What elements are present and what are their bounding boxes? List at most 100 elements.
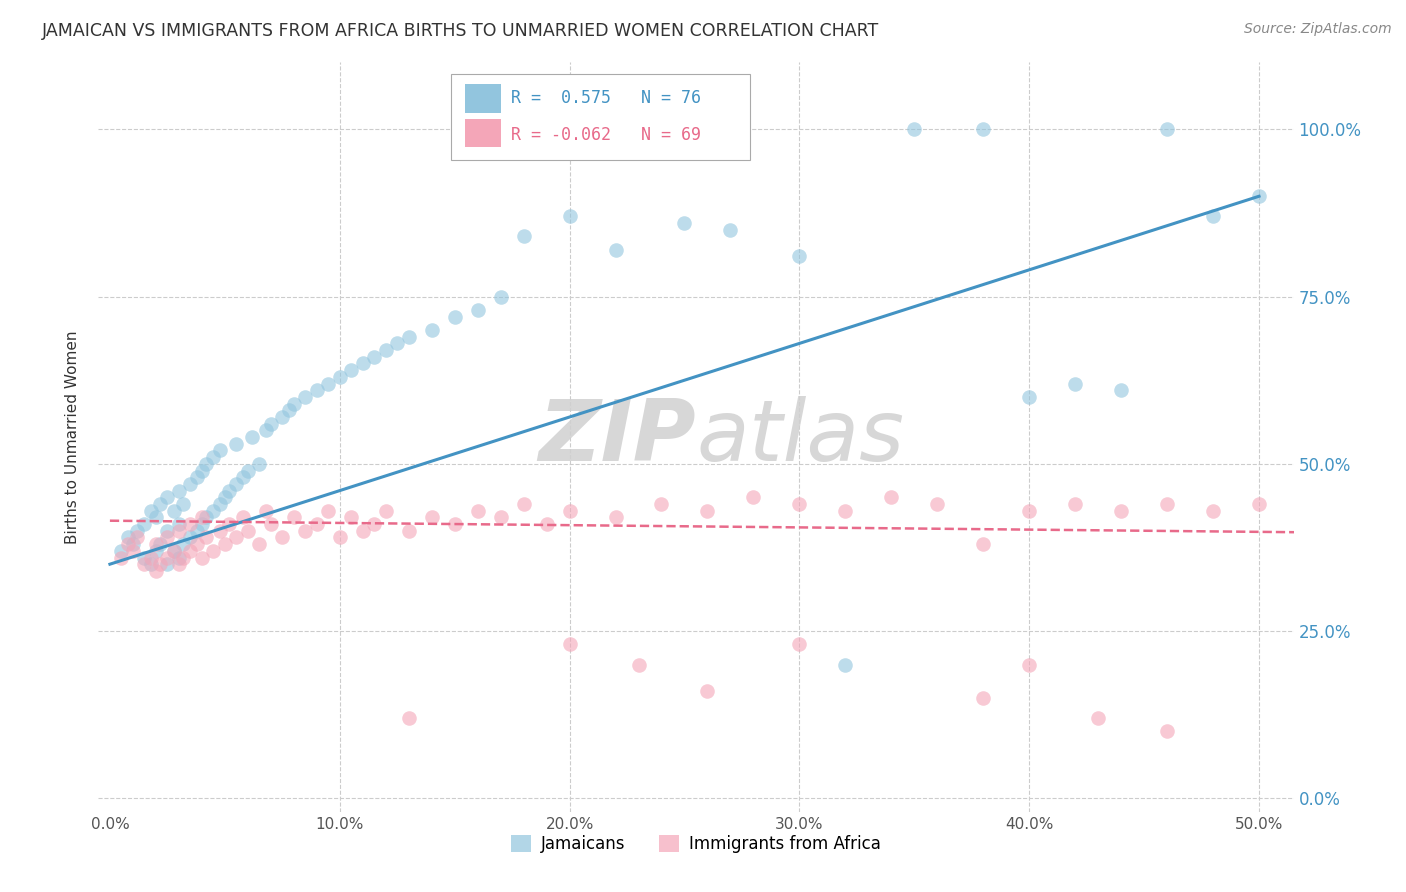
Point (352, 524, 374, 538)
Point (156, 550, 179, 565)
Point (972, 537, 994, 551)
Point (218, 517, 240, 532)
Point (605, 243, 627, 257)
Text: atlas: atlas (696, 395, 904, 479)
Point (260, 417, 283, 431)
Point (167, 557, 190, 572)
Point (420, 323, 443, 337)
Point (1018, 657, 1040, 672)
Point (260, 517, 283, 532)
Point (167, 524, 190, 538)
Point (467, 503, 489, 517)
Point (385, 336, 409, 351)
Text: ZIP: ZIP (538, 395, 696, 479)
Point (117, 537, 139, 551)
Point (1247, 189, 1270, 203)
Text: R = -0.062   N = 69: R = -0.062 N = 69 (510, 126, 700, 145)
Point (696, 684, 718, 698)
Point (179, 530, 201, 544)
Point (271, 410, 294, 425)
Point (191, 550, 214, 565)
Point (558, 637, 581, 651)
Point (202, 544, 225, 558)
Point (191, 510, 214, 524)
Point (605, 510, 627, 524)
FancyBboxPatch shape (451, 74, 749, 160)
Point (202, 503, 225, 517)
Point (110, 550, 132, 565)
Point (209, 524, 232, 538)
Point (305, 517, 328, 532)
Point (225, 530, 247, 544)
Point (214, 491, 236, 505)
Point (789, 250, 811, 264)
Point (149, 557, 172, 572)
FancyBboxPatch shape (465, 119, 501, 147)
Point (283, 510, 305, 524)
Point (1156, 497, 1178, 511)
Point (363, 350, 385, 364)
Point (195, 510, 218, 524)
Point (972, 122, 994, 136)
Point (305, 384, 328, 398)
Point (225, 437, 247, 451)
Point (191, 464, 214, 478)
Point (149, 497, 172, 511)
Legend: Jamaicans, Immigrants from Africa: Jamaicans, Immigrants from Africa (505, 828, 887, 860)
Point (195, 530, 218, 544)
Point (880, 491, 903, 505)
Point (191, 517, 214, 532)
Point (218, 483, 240, 498)
Point (720, 223, 742, 237)
Point (127, 524, 149, 538)
Point (163, 544, 186, 558)
Point (283, 396, 305, 410)
Point (232, 470, 254, 484)
Point (122, 544, 145, 558)
Point (232, 510, 254, 524)
Point (512, 497, 534, 511)
Point (558, 210, 581, 224)
Point (1202, 210, 1225, 224)
Point (443, 517, 465, 532)
FancyBboxPatch shape (465, 84, 501, 112)
Point (202, 450, 225, 465)
Point (329, 530, 352, 544)
Point (1109, 384, 1132, 398)
Point (179, 544, 201, 558)
Point (225, 476, 247, 491)
Point (110, 544, 132, 558)
Point (489, 289, 512, 303)
Point (696, 503, 718, 517)
Point (149, 537, 172, 551)
Point (214, 537, 236, 551)
Point (209, 443, 232, 458)
Point (186, 537, 208, 551)
Point (186, 470, 208, 484)
Point (172, 537, 194, 551)
Point (972, 691, 994, 706)
Point (209, 497, 232, 511)
Point (122, 537, 145, 551)
Text: Source: ZipAtlas.com: Source: ZipAtlas.com (1244, 22, 1392, 37)
Point (742, 491, 765, 505)
Point (134, 517, 156, 532)
Point (398, 524, 420, 538)
Point (1156, 724, 1178, 739)
Point (1087, 711, 1109, 725)
Point (512, 229, 534, 244)
Point (163, 544, 186, 558)
Point (271, 530, 294, 544)
Point (1247, 497, 1270, 511)
Point (294, 524, 316, 538)
Point (443, 310, 465, 324)
Point (172, 550, 194, 565)
Point (167, 517, 190, 532)
Point (352, 356, 374, 371)
Point (145, 510, 167, 524)
Point (145, 564, 167, 578)
Point (141, 503, 163, 517)
Point (536, 517, 558, 532)
Point (363, 517, 385, 532)
Point (467, 303, 489, 318)
